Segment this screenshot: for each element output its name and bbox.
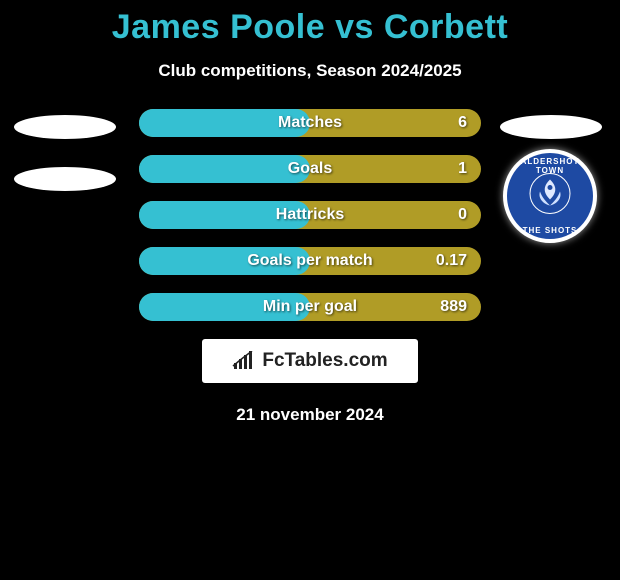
stat-value-right: 889 [440, 298, 467, 316]
stat-bar: Hattricks 0 [139, 201, 481, 229]
stat-label: Hattricks [276, 206, 344, 224]
stat-bar: Min per goal 889 [139, 293, 481, 321]
player1-club-placeholder-icon [14, 167, 116, 191]
badge-bottom-text: THE SHOTS [507, 226, 593, 235]
fctables-logo[interactable]: FcTables.com [202, 339, 418, 383]
player2-placeholder-icon [500, 115, 602, 139]
date-row: 21 november 2024 [0, 405, 620, 425]
stat-label: Matches [278, 114, 342, 132]
stat-bar: Goals 1 [139, 155, 481, 183]
player1-placeholder-icon [14, 115, 116, 139]
fctables-logo-text: FcTables.com [262, 350, 387, 372]
stat-bar: Goals per match 0.17 [139, 247, 481, 275]
subtitle-text: Club competitions, Season 2024/2025 [158, 61, 461, 80]
stat-value-right: 0.17 [436, 252, 467, 270]
stat-bar: Matches 6 [139, 109, 481, 137]
stat-bar-fill [139, 155, 310, 183]
date-text: 21 november 2024 [236, 405, 383, 424]
stat-label: Goals [288, 160, 332, 178]
page-title: James Poole vs Corbett [0, 0, 620, 47]
stats-bars: Matches 6 Goals 1 Hattricks 0 Goals per match 0… [139, 109, 481, 321]
stat-label: Min per goal [263, 298, 357, 316]
stat-value-right: 0 [458, 206, 467, 224]
right-player-column: ALDERSHOT TOWN THE SHOTS [500, 109, 600, 243]
aldershot-badge: ALDERSHOT TOWN THE SHOTS [503, 149, 597, 243]
subtitle: Club competitions, Season 2024/2025 [0, 61, 620, 81]
player2-club-badge: ALDERSHOT TOWN THE SHOTS [500, 149, 600, 243]
title-text: James Poole vs Corbett [112, 8, 508, 46]
stat-label: Goals per match [247, 252, 372, 270]
left-player-column [10, 109, 120, 191]
stat-value-right: 6 [458, 114, 467, 132]
comparison-area: ALDERSHOT TOWN THE SHOTS Matches6Goals1H [0, 109, 620, 321]
bar-chart-icon [232, 351, 256, 371]
stat-value-right: 1 [458, 160, 467, 178]
phoenix-icon [528, 172, 572, 221]
